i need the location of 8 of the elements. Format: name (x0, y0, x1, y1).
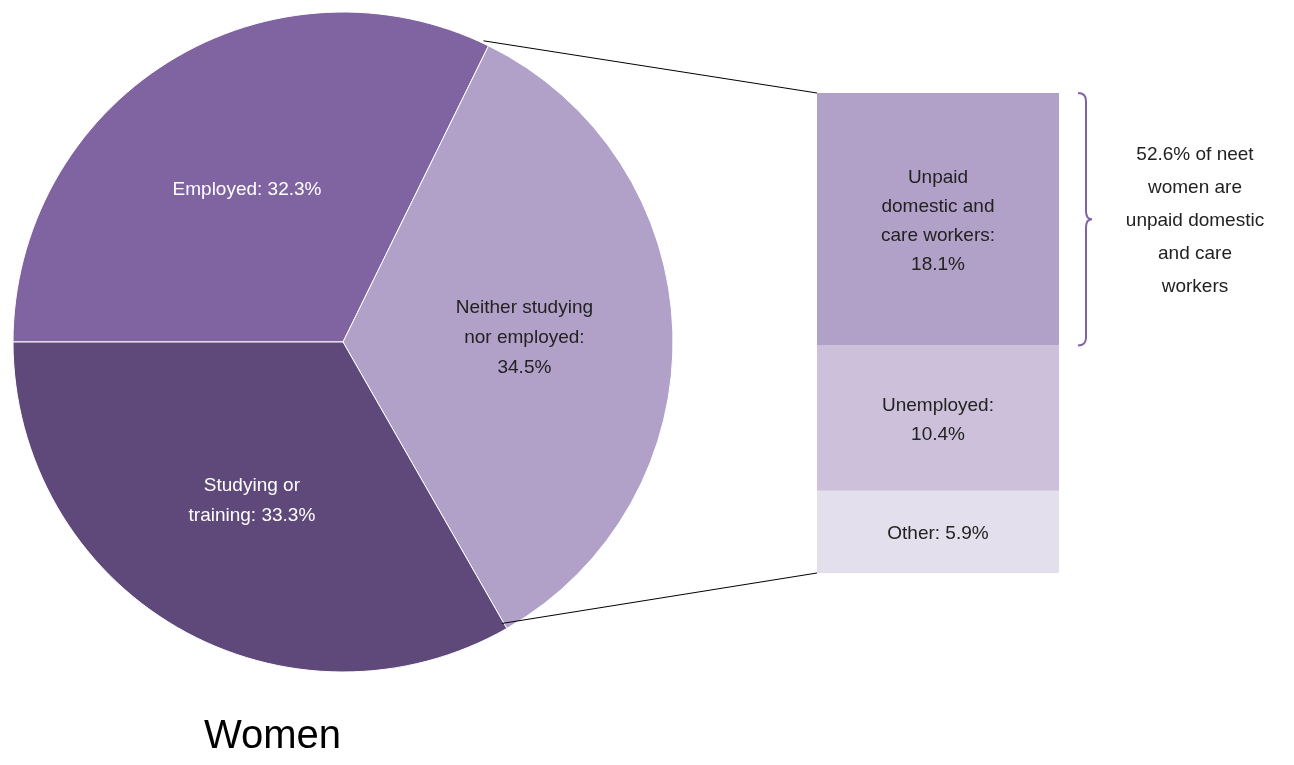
slice-label: Employed: 32.3% (172, 177, 322, 199)
data-label: Other: 5.9% (887, 521, 989, 543)
data-label: Unemployed: 10.4% (882, 393, 994, 444)
text: Women (202, 712, 343, 757)
slice-label: Studying or training: 33.3% (188, 473, 316, 525)
slice-label: Neither studying nor employed: 34.5% (455, 295, 594, 377)
text: 52.6% of neet women are unpaid domestic and care workers (1125, 142, 1265, 296)
data-label: Unpaid domestic and care workers: 18.1% (880, 165, 996, 274)
